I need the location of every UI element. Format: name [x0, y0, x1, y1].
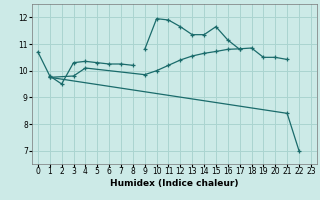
X-axis label: Humidex (Indice chaleur): Humidex (Indice chaleur) [110, 179, 239, 188]
